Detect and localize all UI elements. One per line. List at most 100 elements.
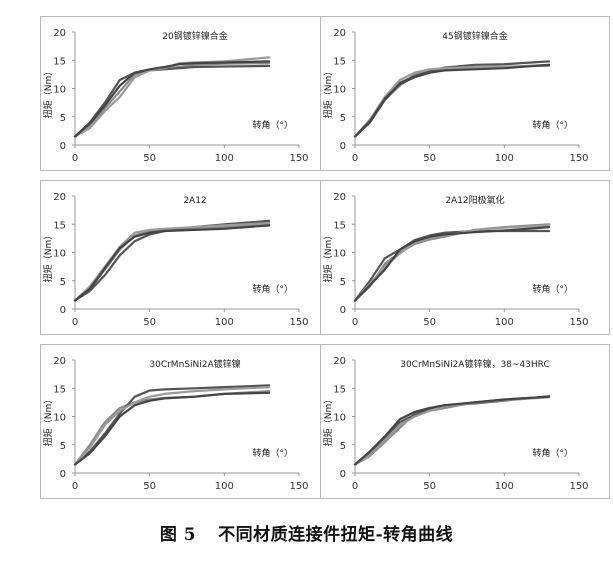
x-axis-label: 转角（°） (532, 447, 573, 459)
chart-panel-4: 0 5 10 15 20 0 50 100 150 2A12阳极氧化转角（°） 扭矩（Nm） (320, 180, 610, 335)
x-axis-label: 转角（°） (532, 283, 573, 295)
x-axis-label: 转角（°） (252, 283, 293, 295)
series-line-4 (353, 63, 551, 138)
x-tick-label: 0 (352, 481, 358, 492)
y-tick-label: 0 (340, 305, 346, 316)
chart-svg: 0 5 10 15 20 0 50 100 150 2A12 转角（°） 扭矩（Nm） (42, 192, 309, 328)
series-line-1 (353, 395, 551, 466)
series-line-1 (73, 223, 271, 302)
y-axis-label: 扭矩（Nm） (322, 67, 334, 119)
y-axis-label: 扭矩（Nm） (322, 231, 334, 283)
y-tick-label: 15 (53, 220, 66, 231)
chart-title: 2A12阳极氧化 (445, 194, 504, 206)
series-line-3 (73, 386, 271, 466)
y-tick-label: 0 (340, 469, 346, 480)
x-tick-label: 100 (495, 153, 514, 164)
y-tick-label: 10 (53, 249, 66, 260)
chart-panel-2: 0 5 10 15 20 0 50 100 150 45钢镀锌镍合金转角（°） 扭矩（Nm） (320, 16, 610, 171)
chart-title: 45钢镀锌镍合金 (442, 30, 507, 42)
figure-caption: 图 5 不同材质连接件扭矩-转角曲线 (0, 520, 613, 545)
x-tick-label: 50 (143, 317, 156, 328)
figure-number: 图 5 (159, 525, 197, 545)
chart-panel-5: 0 5 10 15 20 0 50 100 150 30CrMnSiNi2A镀锌镍转角（°） 扭矩（… (40, 344, 330, 499)
y-tick-label: 20 (53, 28, 66, 39)
chart-title: 2A12 (183, 196, 206, 206)
series-line-3 (353, 224, 551, 302)
y-tick-label: 10 (333, 249, 346, 260)
chart-title: 30CrMnSiNi2A镀锌镍，38~43HRC (400, 358, 550, 370)
y-tick-label: 20 (53, 356, 66, 367)
x-tick-label: 50 (423, 481, 436, 492)
chart-title: 30CrMnSiNi2A镀锌镍 (149, 358, 240, 370)
x-tick-label: 0 (72, 153, 78, 164)
x-tick-label: 0 (72, 317, 78, 328)
x-axis-label: 转角（°） (252, 447, 293, 459)
y-axis-label: 扭矩（Nm） (42, 395, 54, 447)
y-tick-label: 5 (340, 277, 346, 288)
series-line-4 (353, 395, 551, 466)
x-tick-label: 150 (569, 317, 588, 328)
y-tick-label: 5 (60, 277, 66, 288)
y-tick-label: 15 (333, 220, 346, 231)
x-tick-label: 50 (143, 153, 156, 164)
x-tick-label: 100 (215, 317, 234, 328)
y-tick-label: 15 (53, 384, 66, 395)
x-tick-label: 50 (143, 481, 156, 492)
series-line-2 (73, 219, 271, 302)
x-tick-label: 100 (495, 317, 514, 328)
x-tick-label: 100 (215, 153, 234, 164)
y-tick-label: 0 (340, 141, 346, 152)
x-axis-label: 转角（°） (252, 119, 293, 131)
x-tick-label: 150 (289, 153, 308, 164)
x-tick-label: 150 (289, 317, 308, 328)
series-line-3 (73, 222, 271, 302)
y-tick-label: 0 (60, 305, 66, 316)
series-line-4 (353, 226, 551, 302)
y-tick-label: 5 (340, 441, 346, 452)
x-tick-label: 150 (569, 481, 588, 492)
y-axis-label: 扭矩（Nm） (322, 395, 334, 447)
chart-panel-1: 0 5 10 15 20 0 50 100 150 20钢镀锌镍合金 转角（°） 扭矩（Nm） (40, 16, 330, 171)
y-tick-label: 15 (53, 56, 66, 67)
x-tick-label: 100 (495, 481, 514, 492)
figure-caption-text: 不同材质连接件扭矩-转角曲线 (218, 525, 454, 545)
series-line-4 (73, 60, 271, 138)
y-axis-label: 扭矩（Nm） (42, 231, 54, 283)
y-tick-label: 15 (333, 56, 346, 67)
y-tick-label: 0 (60, 141, 66, 152)
chart-panel-6: 0 5 10 15 20 0 50 100 150 30CrMnSiNi2A镀锌镍，38~43HR… (320, 344, 610, 499)
series-line-4 (73, 224, 271, 302)
x-tick-label: 50 (423, 153, 436, 164)
y-tick-label: 0 (60, 469, 66, 480)
series-line-2 (73, 64, 271, 138)
y-tick-label: 10 (333, 85, 346, 96)
y-tick-label: 5 (60, 441, 66, 452)
y-tick-label: 10 (53, 413, 66, 424)
y-tick-label: 10 (333, 413, 346, 424)
series-line-1 (73, 62, 271, 138)
x-tick-label: 150 (289, 481, 308, 492)
x-tick-label: 0 (352, 153, 358, 164)
series-line-1 (353, 223, 551, 302)
chart-panel-3: 0 5 10 15 20 0 50 100 150 2A12 转角（°） 扭矩（Nm） (40, 180, 330, 335)
y-tick-label: 5 (340, 113, 346, 124)
y-tick-label: 20 (333, 28, 346, 39)
x-tick-label: 100 (215, 481, 234, 492)
x-axis-label: 转角（°） (532, 119, 573, 131)
series-line-2 (73, 384, 271, 466)
x-tick-label: 150 (569, 153, 588, 164)
y-tick-label: 20 (333, 356, 346, 367)
chart-title: 20钢镀锌镍合金 (162, 30, 227, 42)
y-tick-label: 15 (333, 384, 346, 395)
y-axis-label: 扭矩（Nm） (42, 67, 54, 119)
x-tick-label: 50 (423, 317, 436, 328)
y-tick-label: 20 (53, 192, 66, 203)
x-tick-label: 0 (352, 317, 358, 328)
chart-svg: 0 5 10 15 20 0 50 100 150 30CrMnSiNi2A镀锌镍，38~43HR… (322, 356, 589, 492)
y-tick-label: 20 (333, 192, 346, 203)
x-tick-label: 0 (72, 481, 78, 492)
